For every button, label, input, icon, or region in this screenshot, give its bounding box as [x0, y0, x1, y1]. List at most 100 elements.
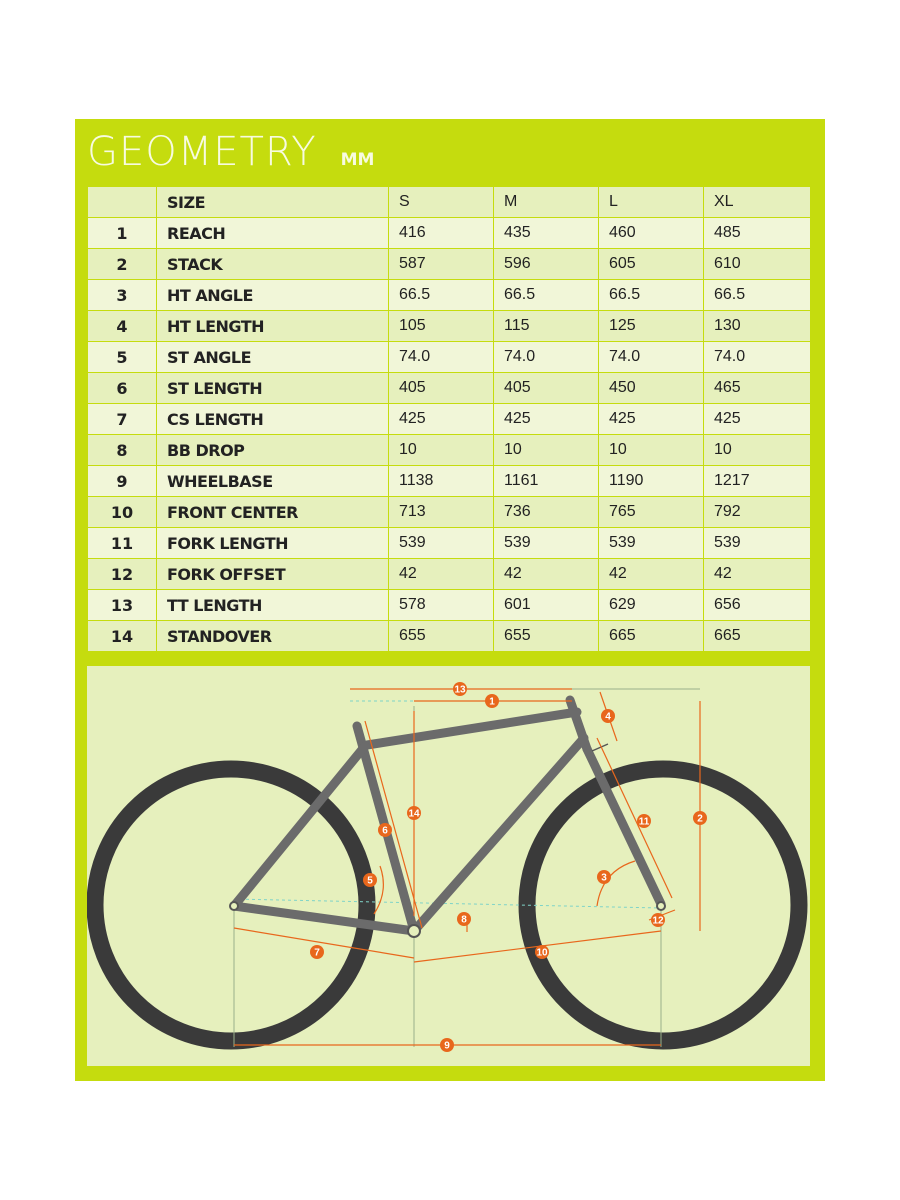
value-m: 1161 [493, 465, 599, 497]
svg-text:12: 12 [652, 916, 664, 927]
value-xl: 465 [703, 372, 811, 404]
svg-text:10: 10 [536, 948, 548, 959]
dimension-marker-10: 10 [535, 945, 549, 959]
value-m: 115 [493, 310, 599, 342]
row-number: 4 [87, 310, 157, 342]
value-m: 601 [493, 589, 599, 621]
row-label: CS LENGTH [156, 403, 389, 435]
value-l: 1190 [598, 465, 704, 497]
value-s: 655 [388, 620, 494, 652]
value-m: 425 [493, 403, 599, 435]
row-label: BB DROP [156, 434, 389, 466]
row-number: 5 [87, 341, 157, 373]
fork [582, 744, 666, 909]
dimension-marker-3: 3 [597, 870, 611, 884]
row-number: 1 [87, 217, 157, 249]
dim-11-fork-length [596, 737, 673, 899]
table-row: 10 FRONT CENTER 713 736 765 792 [87, 496, 811, 528]
row-label: FRONT CENTER [156, 496, 389, 528]
value-l: 42 [598, 558, 704, 590]
value-s: 105 [388, 310, 494, 342]
value-xl: 485 [703, 217, 811, 249]
value-m: 405 [493, 372, 599, 404]
head-tube-cap [591, 743, 609, 752]
value-m: 42 [493, 558, 599, 590]
value-xl: 792 [703, 496, 811, 528]
value-s: 425 [388, 403, 494, 435]
value-xl: 665 [703, 620, 811, 652]
value-s: 10 [388, 434, 494, 466]
dimension-marker-5: 5 [363, 873, 377, 887]
value-l: 10 [598, 434, 704, 466]
row-label: STACK [156, 248, 389, 280]
value-m: 66.5 [493, 279, 599, 311]
row-label: FORK LENGTH [156, 527, 389, 559]
svg-text:11: 11 [639, 817, 650, 828]
guide-axle-line [233, 898, 662, 909]
value-m: 736 [493, 496, 599, 528]
value-m: 435 [493, 217, 599, 249]
value-s: 1138 [388, 465, 494, 497]
table-row: 3 HT ANGLE 66.5 66.5 66.5 66.5 [87, 279, 811, 311]
dimension-marker-11: 11 [637, 814, 651, 828]
value-l: 125 [598, 310, 704, 342]
value-xl: 539 [703, 527, 811, 559]
dim-10-front-center [413, 930, 662, 963]
svg-text:9: 9 [444, 1041, 450, 1052]
row-number: 12 [87, 558, 157, 590]
row-label: FORK OFFSET [156, 558, 389, 590]
value-l: 539 [598, 527, 704, 559]
value-s: 42 [388, 558, 494, 590]
value-l: 425 [598, 403, 704, 435]
value-s: 405 [388, 372, 494, 404]
unit-label: MM [340, 150, 375, 170]
svg-text:5: 5 [367, 876, 373, 887]
dimension-marker-6: 6 [378, 823, 392, 837]
value-s: 74.0 [388, 341, 494, 373]
value-s: 416 [388, 217, 494, 249]
row-number: 11 [87, 527, 157, 559]
value-m: 655 [493, 620, 599, 652]
value-s: 587 [388, 248, 494, 280]
row-number: 3 [87, 279, 157, 311]
value-xl: 42 [703, 558, 811, 590]
value-m: 74.0 [493, 341, 599, 373]
dimension-marker-1: 1 [485, 694, 499, 708]
header-size-label: SIZE [156, 186, 389, 218]
header-size-s: S [388, 186, 494, 218]
value-m: 539 [493, 527, 599, 559]
table-row: 13 TT LENGTH 578 601 629 656 [87, 589, 811, 621]
value-xl: 74.0 [703, 341, 811, 373]
geometry-title: GEOMETRY MM [87, 129, 374, 185]
row-number: 8 [87, 434, 157, 466]
table-row: 12 FORK OFFSET 42 42 42 42 [87, 558, 811, 590]
value-xl: 10 [703, 434, 811, 466]
svg-text:1: 1 [489, 697, 495, 708]
front-dropout [656, 901, 666, 911]
value-m: 596 [493, 248, 599, 280]
value-l: 605 [598, 248, 704, 280]
row-number: 9 [87, 465, 157, 497]
svg-text:13: 13 [454, 685, 466, 696]
row-number: 6 [87, 372, 157, 404]
header-size-xl: XL [703, 186, 811, 218]
value-xl: 130 [703, 310, 811, 342]
value-s: 713 [388, 496, 494, 528]
geometry-table: SIZE S M L XL 1 REACH 416 435 460 485 2 STACK 58… [87, 186, 811, 652]
row-label: ST LENGTH [156, 372, 389, 404]
value-xl: 1217 [703, 465, 811, 497]
dim-6-st-length [364, 720, 423, 929]
bike-diagram: 1 2 3 4 5 6 7 8 9 10 11 12 13 14 [87, 666, 810, 1066]
dimension-marker-13: 13 [453, 682, 467, 696]
row-number: 14 [87, 620, 157, 652]
value-l: 665 [598, 620, 704, 652]
svg-text:8: 8 [461, 915, 467, 926]
geometry-panel: GEOMETRY MM SIZE S M L XL 1 REACH 416 435 46… [75, 119, 825, 1081]
value-xl: 66.5 [703, 279, 811, 311]
table-row: 1 REACH 416 435 460 485 [87, 217, 811, 249]
top-tube [362, 707, 582, 750]
value-xl: 656 [703, 589, 811, 621]
front-wheel [518, 760, 808, 1050]
row-label: WHEELBASE [156, 465, 389, 497]
table-row: 11 FORK LENGTH 539 539 539 539 [87, 527, 811, 559]
